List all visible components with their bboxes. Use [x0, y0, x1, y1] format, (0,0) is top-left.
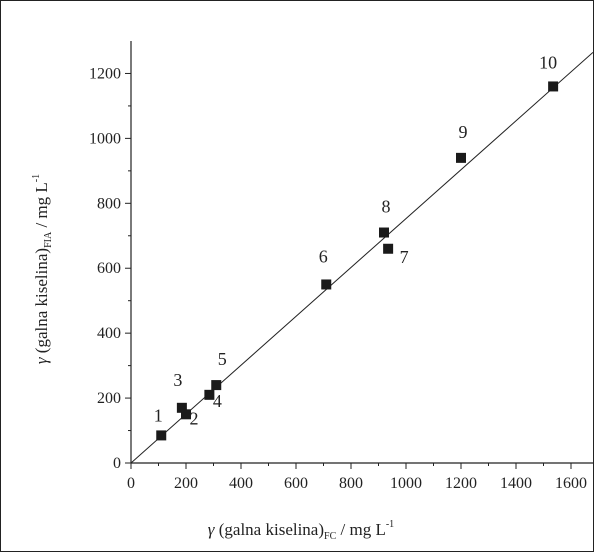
x-tick-label: 200: [174, 475, 198, 492]
y-tick-label: 600: [97, 260, 121, 277]
x-axis-label-sub: FC: [324, 531, 337, 542]
point-label: 4: [213, 391, 222, 411]
point-label: 10: [539, 52, 557, 72]
x-axis-label-sup: -1: [386, 519, 394, 530]
y-axis-label-var: γ: [32, 356, 51, 364]
y-axis-label-sup: -1: [31, 174, 42, 182]
point-label: 7: [400, 247, 409, 267]
data-point: [176, 402, 187, 413]
x-tick-label: 0: [127, 475, 135, 492]
fit-line: [130, 51, 594, 464]
point-label: 8: [382, 197, 391, 217]
point-label: 2: [190, 408, 199, 428]
x-axis-label: γ (galna kiselina)FC / mg L-1: [208, 519, 394, 542]
data-point: [321, 279, 332, 290]
x-tick-label: 1400: [500, 475, 532, 492]
x-tick-label: 600: [284, 475, 308, 492]
point-label: 5: [218, 349, 227, 369]
data-point: [456, 152, 466, 163]
x-axis-label-text: (galna kiselina): [215, 520, 325, 539]
x-axis-label-var: γ: [208, 520, 216, 539]
point-label: 1: [154, 405, 163, 425]
y-axis-label-text: (galna kiselina): [32, 248, 51, 358]
data-points: [156, 81, 559, 441]
x-tick-label: 1200: [445, 475, 477, 492]
x-tick-label: 800: [339, 475, 363, 492]
y-tick-label: 1000: [89, 130, 121, 147]
y-axis-label-sub: FIA: [43, 231, 54, 248]
point-label: 9: [459, 122, 468, 142]
data-point: [204, 389, 215, 400]
tick-marks: 0 200 400 600 800 1000 1200 1400 1600 0 200 400 600 8…: [89, 65, 587, 492]
data-point: [211, 380, 222, 391]
y-tick-label: 1200: [89, 65, 121, 82]
data-point: [181, 409, 191, 420]
data-point: [548, 81, 559, 92]
x-tick-label: 1000: [390, 475, 422, 492]
y-axis-label: γ (galna kiselina)FIA / mg L-1: [31, 174, 54, 364]
x-tick-label: 400: [229, 475, 253, 492]
y-tick-label: 800: [97, 195, 121, 212]
x-axis-label-unit: / mg L: [336, 520, 386, 539]
fit-line-group: [130, 51, 594, 464]
y-tick-label: 200: [97, 390, 121, 407]
y-tick-label: 0: [113, 455, 121, 472]
point-label: 6: [319, 246, 328, 266]
point-label: 3: [173, 370, 182, 390]
y-axis-label-unit: / mg L: [32, 182, 51, 232]
y-tick-label: 400: [97, 325, 121, 342]
data-point: [383, 243, 394, 254]
x-tick-label: 1600: [555, 475, 587, 492]
data-point: [379, 227, 389, 238]
axes: [130, 41, 593, 464]
data-point: [156, 430, 167, 441]
